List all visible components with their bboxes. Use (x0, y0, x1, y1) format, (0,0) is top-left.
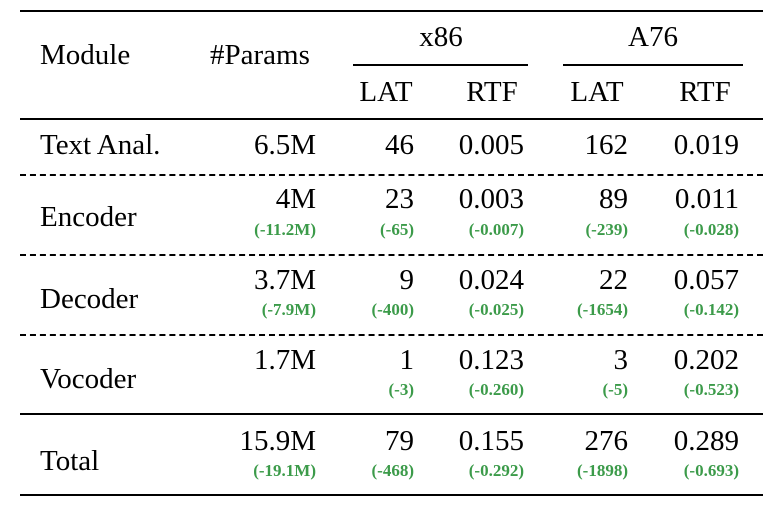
row-x86-lat-delta: (-468) (371, 461, 414, 480)
bottom-rule (20, 494, 763, 496)
total-rule (20, 413, 763, 415)
row-a76-rtf: 0.019 (673, 129, 739, 161)
row-x86-lat-delta: (-3) (388, 380, 414, 399)
row-x86-rtf-delta: (-0.025) (468, 300, 524, 319)
row-a76-rtf: 0.289 (673, 425, 739, 457)
row-params-delta: (-7.9M) (261, 300, 316, 319)
row-params-delta: (-19.1M) (253, 461, 316, 480)
row-x86-lat: 23 (385, 183, 414, 215)
row-a76-lat: 276 (584, 425, 629, 457)
row-module: Total (40, 445, 100, 477)
row-x86-rtf: 0.003 (458, 183, 524, 215)
row-module: Decoder (40, 283, 139, 315)
row-a76-lat-delta: (-1654) (577, 300, 628, 319)
row-x86-rtf: 0.024 (458, 264, 524, 296)
header-x86-lat: LAT (359, 76, 413, 108)
row-separator-3 (20, 334, 763, 336)
row-params: 4M (275, 183, 316, 215)
row-a76-rtf: 0.057 (673, 264, 739, 296)
row-module: Vocoder (40, 363, 137, 395)
row-a76-rtf-delta: (-0.693) (683, 461, 739, 480)
row-x86-rtf-delta: (-0.260) (468, 380, 524, 399)
header-rule (20, 118, 763, 120)
row-params: 3.7M (253, 264, 316, 296)
x86-group-rule (353, 64, 528, 66)
header-a76-lat: LAT (570, 76, 624, 108)
row-params-delta: (-11.2M) (254, 220, 316, 239)
row-a76-lat: 162 (584, 129, 629, 161)
row-separator-1 (20, 174, 763, 176)
row-x86-lat: 1 (399, 344, 415, 376)
row-a76-lat-delta: (-239) (585, 220, 628, 239)
a76-group-rule (563, 64, 743, 66)
header-group-x86: x86 (419, 21, 463, 53)
row-x86-lat: 79 (385, 425, 414, 457)
row-x86-lat-delta: (-65) (380, 220, 414, 239)
row-separator-2 (20, 254, 763, 256)
header-module: Module (40, 39, 131, 71)
row-x86-lat-delta: (-400) (371, 300, 414, 319)
row-x86-rtf: 0.123 (458, 344, 524, 376)
row-x86-rtf: 0.155 (458, 425, 524, 457)
header-params: #Params (210, 39, 310, 71)
row-params: 6.5M (253, 129, 316, 161)
row-params: 15.9M (239, 425, 316, 457)
row-a76-rtf-delta: (-0.142) (683, 300, 739, 319)
header-group-a76: A76 (628, 21, 678, 53)
row-params: 1.7M (253, 344, 316, 376)
header-a76-rtf: RTF (679, 76, 731, 108)
row-x86-rtf-delta: (-0.292) (468, 461, 524, 480)
row-module: Encoder (40, 201, 137, 233)
row-x86-lat: 46 (385, 129, 414, 161)
row-a76-rtf: 0.011 (674, 183, 739, 215)
row-a76-lat: 3 (613, 344, 629, 376)
row-a76-rtf-delta: (-0.523) (683, 380, 739, 399)
row-a76-lat: 22 (599, 264, 628, 296)
row-a76-lat-delta: (-1898) (577, 461, 628, 480)
row-x86-rtf-delta: (-0.007) (468, 220, 524, 239)
row-a76-lat-delta: (-5) (602, 380, 628, 399)
row-a76-lat: 89 (599, 183, 628, 215)
top-rule (20, 10, 763, 12)
header-x86-rtf: RTF (466, 76, 518, 108)
row-a76-rtf-delta: (-0.028) (683, 220, 739, 239)
row-a76-rtf: 0.202 (673, 344, 739, 376)
row-x86-rtf: 0.005 (458, 129, 524, 161)
row-x86-lat: 9 (399, 264, 415, 296)
row-module: Text Anal. (40, 129, 161, 161)
